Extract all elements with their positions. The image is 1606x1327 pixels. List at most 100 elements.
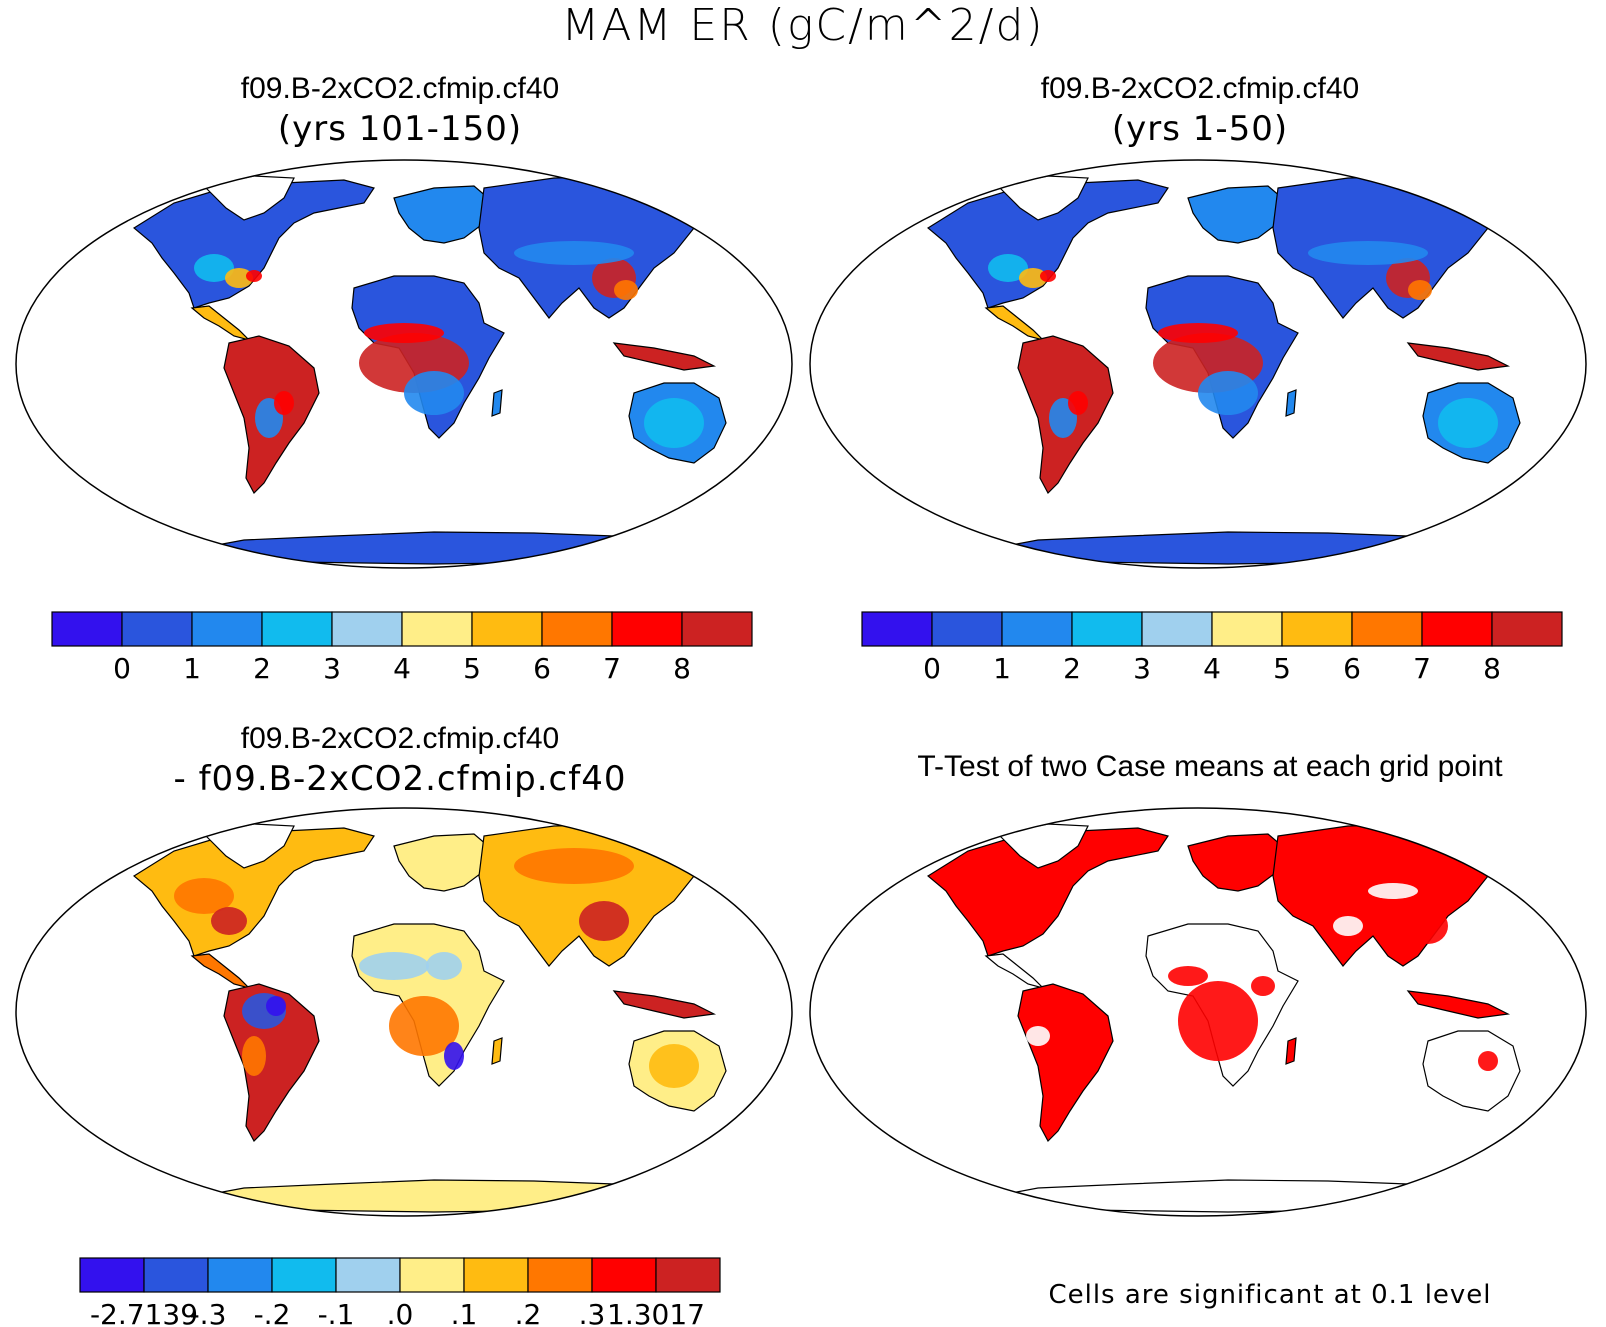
landmass-indonesia xyxy=(1406,342,1511,371)
field-patch xyxy=(194,254,234,282)
field-patch xyxy=(1158,323,1238,343)
colorbar-swatch xyxy=(143,1257,209,1293)
landmass-indonesia xyxy=(612,342,717,371)
field-patch xyxy=(1408,908,1448,944)
colorbar-tick-label: 6 xyxy=(533,652,551,685)
map-top-right xyxy=(809,159,1587,569)
colorbar-swatch xyxy=(1421,611,1493,647)
colorbar-swatch xyxy=(1001,611,1073,647)
map-top-left xyxy=(15,159,793,569)
landmass-europe xyxy=(393,833,495,892)
field-patch xyxy=(1040,270,1056,282)
colorbar-swatch xyxy=(401,611,473,647)
field-patch xyxy=(242,1036,266,1076)
colorbar-swatch xyxy=(471,611,543,647)
colorbar-swatch xyxy=(591,1257,657,1293)
field-patch xyxy=(1251,976,1275,996)
field-patch xyxy=(644,398,704,448)
colorbar-swatch xyxy=(931,611,1003,647)
landmass-madagascar xyxy=(1285,1037,1297,1065)
landmass-madagascar xyxy=(491,1037,503,1065)
landmass-antarctica xyxy=(173,531,676,565)
panel-title: f09.B-2xCO2.cfmip.cf40 xyxy=(240,722,560,755)
field-patch xyxy=(1308,241,1428,265)
colorbar-swatch xyxy=(121,611,193,647)
colorbar-top-right: 0 1 2 3 4 5 6 7 8 xyxy=(861,611,1563,685)
field-patch xyxy=(389,996,459,1056)
map-bottom-left xyxy=(15,807,793,1217)
field-patch xyxy=(988,254,1028,282)
colorbar-swatch xyxy=(207,1257,273,1293)
field-patch xyxy=(1368,883,1418,899)
colorbar-tick-label: 8 xyxy=(1483,652,1501,685)
colorbar-tick-label: 2 xyxy=(1063,652,1081,685)
colorbar-tick-label: 5 xyxy=(463,652,481,685)
field-patch xyxy=(364,323,444,343)
colorbar-tick-label: .1 xyxy=(451,1298,478,1327)
colorbar-swatch xyxy=(399,1257,465,1293)
landmass-antarctica xyxy=(967,531,1470,565)
colorbar-swatch xyxy=(1281,611,1353,647)
panel-subtitle: (yrs 1-50) xyxy=(1111,109,1289,149)
colorbar-swatch xyxy=(1211,611,1283,647)
colorbar-swatch xyxy=(261,611,333,647)
landmass-europe xyxy=(1187,185,1289,244)
colorbar-swatch xyxy=(1071,611,1143,647)
landmass-centralAmerica xyxy=(190,305,252,342)
landmass-indonesia xyxy=(1406,990,1511,1019)
colorbar-tick-label: 1 xyxy=(993,652,1011,685)
colorbar-tick-label: .0 xyxy=(387,1298,414,1327)
field-patch xyxy=(444,1042,464,1070)
colorbar-swatch xyxy=(191,611,263,647)
landmass-northAmerica xyxy=(926,179,1169,309)
field-patch xyxy=(1178,981,1258,1061)
colorbar-tick-label: 7 xyxy=(603,652,621,685)
field-patch xyxy=(1198,371,1258,415)
field-patch xyxy=(1408,280,1432,300)
landmass-indonesia xyxy=(612,990,717,1019)
panel-subtitle: - f09.B-2xCO2.cfmip.cf40 xyxy=(173,759,627,799)
landmass-madagascar xyxy=(491,389,503,417)
colorbar-swatch xyxy=(51,611,123,647)
landmass-madagascar xyxy=(1285,389,1297,417)
map-border xyxy=(15,807,793,1217)
colorbar-swatch xyxy=(1351,611,1423,647)
colorbar-tick-label: -2.7139 xyxy=(90,1298,198,1327)
colorbar-tick-label: 5 xyxy=(1273,652,1291,685)
landmass-northAmerica xyxy=(132,179,375,309)
panel-title: f09.B-2xCO2.cfmip.cf40 xyxy=(240,72,560,105)
field-patch xyxy=(614,280,638,300)
colorbar-tick-label: 3 xyxy=(1133,652,1151,685)
landmass-greenland xyxy=(202,175,295,221)
field-patch xyxy=(514,241,634,265)
panel-title-bottom-left: f09.B-2xCO2.cfmip.cf40 - f09.B-2xCO2.cfm… xyxy=(40,720,760,800)
field-patch xyxy=(274,391,294,415)
colorbar-swatch xyxy=(861,611,933,647)
colorbar-swatch xyxy=(681,611,753,647)
landmass-northAmerica xyxy=(926,827,1169,957)
colorbar-top-left: 0 1 2 3 4 5 6 7 8 xyxy=(51,611,753,685)
colorbar-tick-label: 4 xyxy=(1203,652,1221,685)
field-patch xyxy=(211,907,247,935)
panel-title-bottom-right: T-Test of two Case means at each grid po… xyxy=(820,748,1600,786)
landmass-asia xyxy=(478,823,715,967)
panel-title-top-left: f09.B-2xCO2.cfmip.cf40 (yrs 101-150) xyxy=(40,70,760,150)
landmass-centralAmerica xyxy=(190,953,252,990)
field-patch xyxy=(174,878,234,914)
field-patch xyxy=(1026,1026,1050,1046)
colorbar-tick-label: 8 xyxy=(673,652,691,685)
field-patch xyxy=(649,1044,699,1088)
map-bottom-right xyxy=(809,807,1587,1217)
colorbar-swatch xyxy=(1141,611,1213,647)
colorbar-tick-label: -.3 xyxy=(190,1298,227,1327)
field-patch xyxy=(426,952,462,980)
colorbar-swatch xyxy=(79,1257,145,1293)
colorbar-tick-label: 0 xyxy=(923,652,941,685)
landmass-centralAmerica xyxy=(984,953,1046,990)
colorbar-tick-label: .2 xyxy=(515,1298,542,1327)
colorbar-tick-label: 4 xyxy=(393,652,411,685)
field-patch xyxy=(1168,966,1208,986)
panel-title-top-right: f09.B-2xCO2.cfmip.cf40 (yrs 1-50) xyxy=(840,70,1560,150)
figure-title: MAM ER (gC/m^2/d) xyxy=(561,0,1045,51)
landmass-australia xyxy=(1422,1030,1521,1112)
